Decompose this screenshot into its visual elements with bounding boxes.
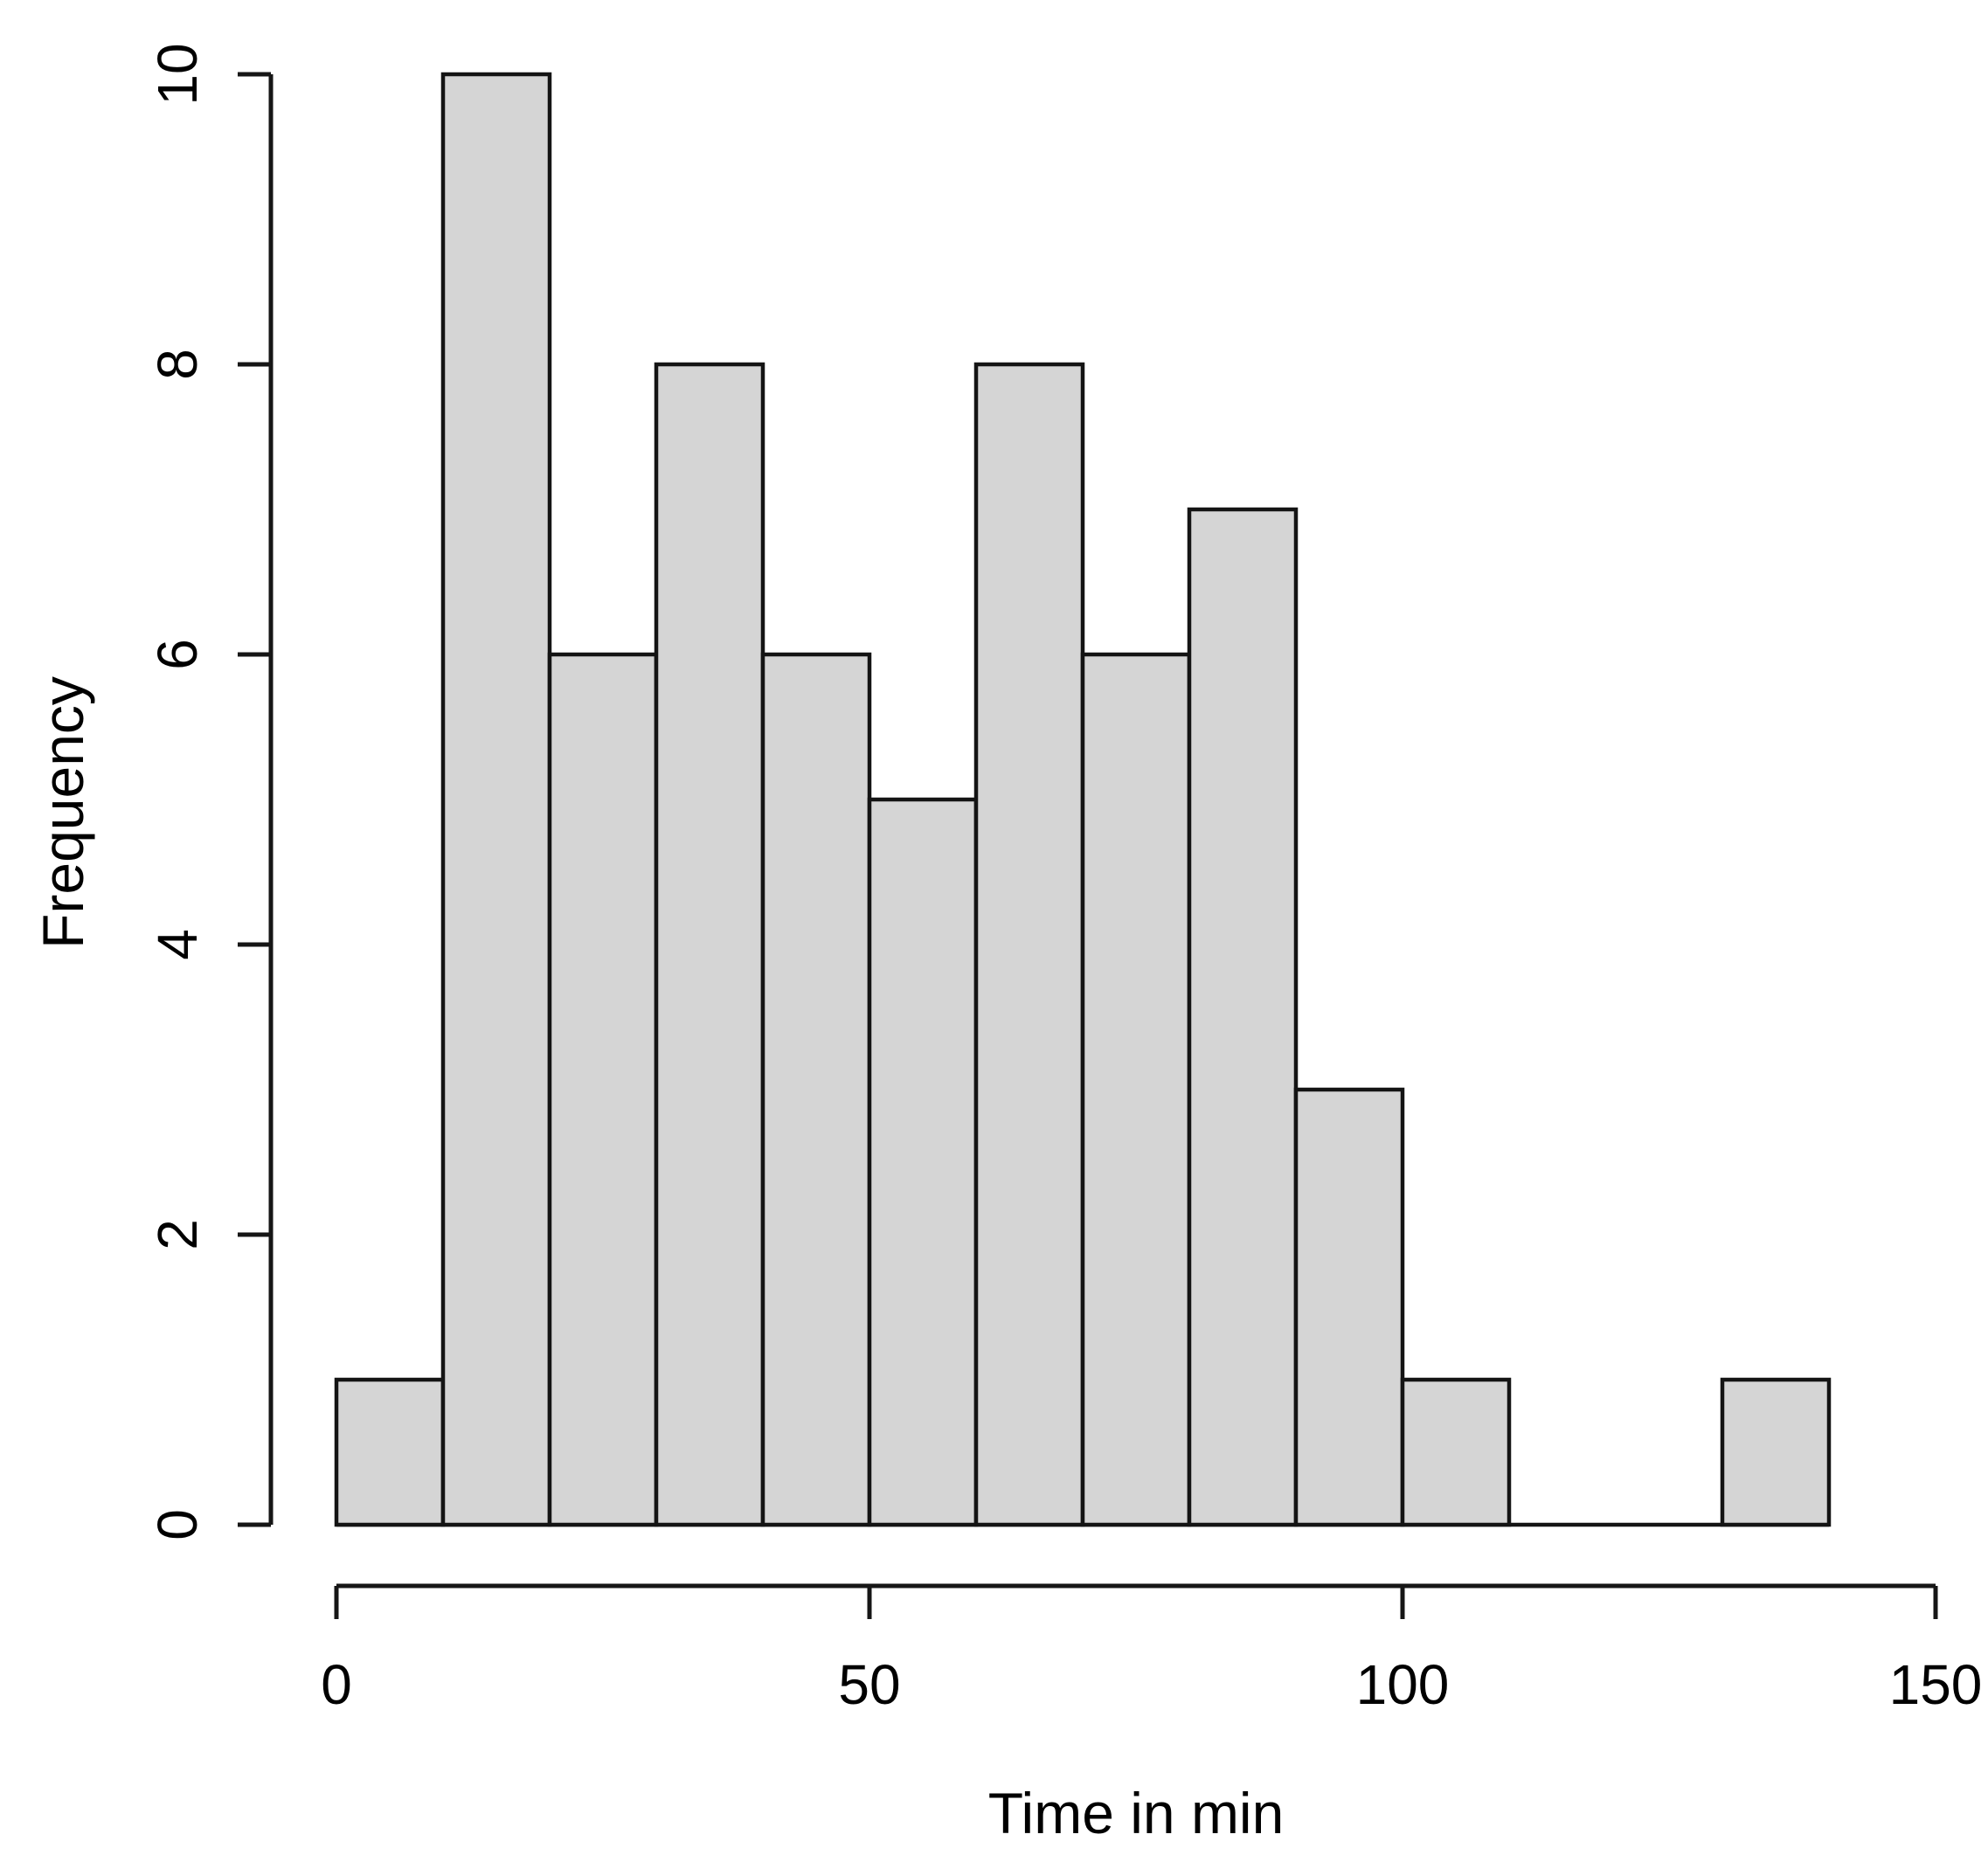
histogram-bar bbox=[547, 652, 659, 1527]
histogram-bar bbox=[973, 362, 1085, 1527]
histogram-bar bbox=[867, 797, 979, 1527]
histogram-bar bbox=[760, 652, 872, 1527]
histogram-bar bbox=[334, 1377, 446, 1527]
histogram-bar bbox=[1187, 507, 1299, 1527]
x-tick-label: 0 bbox=[321, 1653, 352, 1716]
y-axis-title: Frequency bbox=[31, 676, 95, 949]
x-tick-label: 50 bbox=[838, 1653, 900, 1716]
histogram-bar bbox=[1720, 1377, 1832, 1527]
histogram-bar bbox=[440, 72, 552, 1527]
histogram-bar bbox=[654, 362, 765, 1527]
x-tick-label: 100 bbox=[1356, 1653, 1450, 1716]
x-axis: 0 50 100 150 bbox=[321, 1583, 1983, 1716]
y-tick-label: 10 bbox=[146, 43, 209, 105]
y-tick-label: 4 bbox=[146, 929, 209, 960]
y-tick-label: 2 bbox=[146, 1219, 209, 1250]
y-tick-label: 6 bbox=[146, 639, 209, 670]
histogram-bar bbox=[1080, 652, 1192, 1527]
histogram-bar bbox=[1293, 1087, 1405, 1527]
x-axis-title: Time in min bbox=[988, 1781, 1285, 1845]
y-tick-label: 0 bbox=[146, 1509, 209, 1540]
histogram-bar bbox=[1400, 1377, 1512, 1527]
x-tick-label: 150 bbox=[1889, 1653, 1983, 1716]
bars-group bbox=[334, 72, 1832, 1527]
y-axis: 0 2 4 6 8 10 bbox=[146, 43, 274, 1540]
y-tick-label: 8 bbox=[146, 349, 209, 380]
